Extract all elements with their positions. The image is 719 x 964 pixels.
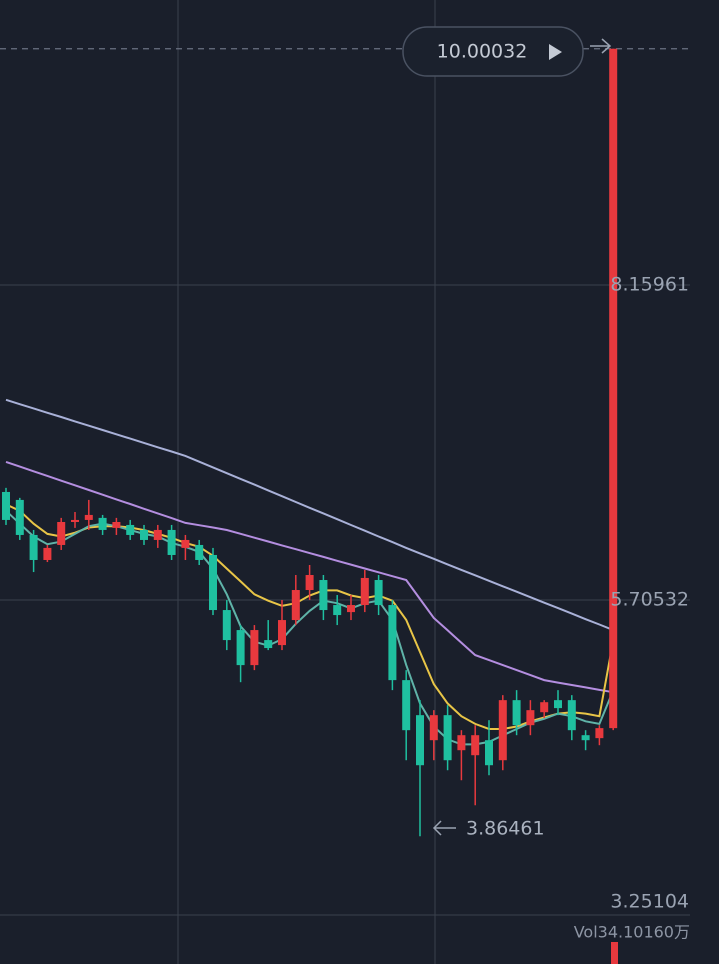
candle-body (512, 700, 521, 726)
candle-body (15, 499, 24, 535)
candle-body (43, 547, 52, 560)
arrow-left-icon (432, 820, 456, 836)
candle-body (112, 521, 121, 528)
price-box-frame (402, 26, 584, 77)
candle-body (333, 605, 342, 616)
candle-body (416, 715, 424, 766)
last-price-box[interactable]: 10.00032 (402, 26, 584, 77)
candle-body (595, 728, 604, 739)
candle-body (71, 519, 79, 522)
candle-body (222, 610, 231, 641)
candle-body (153, 529, 162, 540)
candle-body (305, 575, 314, 591)
arrow-right-icon (590, 38, 612, 54)
candle-body (526, 710, 535, 726)
candle-body (195, 544, 204, 560)
candle-body (374, 580, 383, 606)
candle-body (167, 529, 176, 555)
candle-body (443, 715, 452, 761)
min-price-label: 3.86461 (466, 818, 545, 840)
candle-body (388, 605, 397, 681)
candle-body (471, 735, 480, 756)
candle-body (291, 590, 300, 621)
candle-body (554, 700, 562, 709)
volume-label: Vol34.10160万 (574, 923, 690, 942)
moving-average-line (5, 460, 614, 694)
play-icon (549, 44, 562, 60)
candle-body (236, 630, 245, 666)
plot-area (0, 48, 690, 916)
candle-body (181, 539, 190, 548)
candle-body (457, 735, 466, 751)
candle-body (264, 640, 273, 649)
candle-body (360, 577, 369, 606)
last-price-label: 10.00032 (437, 41, 528, 63)
candle-body (126, 524, 135, 535)
volume-bar (611, 942, 618, 964)
candle-body (98, 517, 107, 530)
candle-body (84, 514, 93, 520)
y-tick-label: 5.70532 (610, 588, 689, 610)
candle-body (347, 605, 355, 613)
candle-body (2, 491, 10, 520)
y-tick-label: 8.15961 (610, 273, 689, 295)
candle-body (609, 48, 618, 729)
candle-body (485, 740, 493, 766)
candle-body (57, 521, 66, 545)
moving-average-line (5, 510, 615, 746)
candle-body (278, 620, 286, 646)
candle-body (209, 554, 217, 611)
candle-body (319, 580, 328, 611)
candle-body (567, 700, 576, 731)
candle-body (581, 735, 590, 741)
candle-body (402, 680, 411, 731)
candle-body (29, 534, 38, 560)
candle-body (540, 702, 549, 713)
y-tick-label: 3.25104 (610, 891, 689, 913)
candle-body (250, 630, 259, 666)
candle-body (140, 529, 148, 540)
moving-average-line (5, 398, 614, 632)
candle-body (498, 700, 507, 761)
candle-body (429, 715, 438, 741)
